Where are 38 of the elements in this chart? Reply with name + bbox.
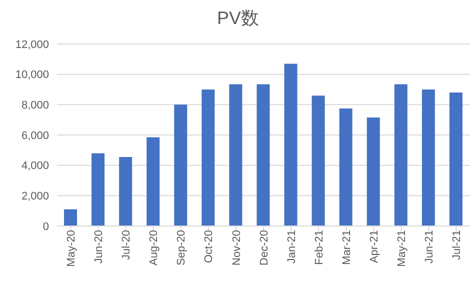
x-tick-label: Oct-20 <box>203 230 216 264</box>
x-tick-label: May-21 <box>396 230 408 267</box>
bar <box>229 84 242 226</box>
x-tick-label: Jun-21 <box>424 230 436 264</box>
bar <box>339 108 352 226</box>
x-tick-label: Aug-20 <box>148 230 160 266</box>
bar <box>64 209 77 226</box>
y-tick-label: 6,000 <box>21 130 49 142</box>
bar <box>394 84 408 226</box>
y-tick-label: 10,000 <box>15 69 49 82</box>
x-tick-label: Sep-20 <box>176 230 188 266</box>
y-tick-label: 4,000 <box>21 160 49 172</box>
x-tick-label: Jul-20 <box>120 230 133 260</box>
bar <box>366 118 380 226</box>
y-tick-label: 2,000 <box>21 190 49 203</box>
x-tick-label: Jan-21 <box>286 230 298 264</box>
bar <box>256 84 270 226</box>
bar <box>202 90 215 226</box>
x-tick-label: Mar-21 <box>340 230 353 265</box>
y-tick-label: 8,000 <box>21 100 49 112</box>
x-tick-label: Apr-21 <box>368 230 380 264</box>
x-tick-label: Feb-21 <box>313 230 326 265</box>
x-tick-label: Jun-20 <box>93 230 106 264</box>
x-tick-label: Jul-21 <box>451 230 464 260</box>
bar <box>146 137 160 226</box>
bar <box>119 156 132 226</box>
bar <box>312 96 325 226</box>
x-tick-label: May-20 <box>66 230 78 267</box>
x-tick-label: Dec-20 <box>258 230 270 266</box>
bar <box>92 153 105 226</box>
x-tick-label: Nov-20 <box>230 230 243 266</box>
y-tick-label: 0 <box>42 220 49 233</box>
y-tick-label: 12,000 <box>15 38 49 51</box>
bar <box>422 90 435 226</box>
chart-title: PV数 <box>216 7 260 30</box>
bar <box>174 104 188 226</box>
bar <box>449 92 462 226</box>
bar <box>284 64 298 226</box>
